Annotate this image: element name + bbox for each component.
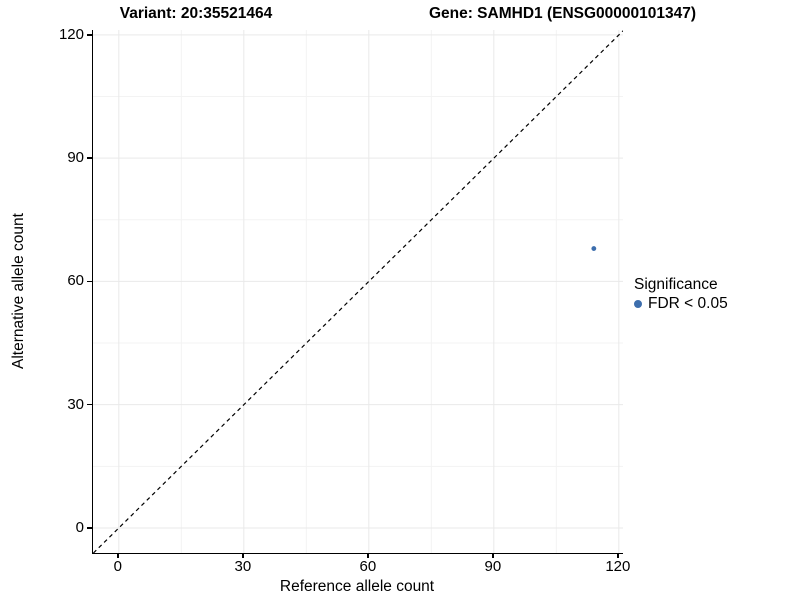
x-axis-tick-mark (617, 553, 619, 558)
x-tick-label-0: 0 (113, 558, 122, 575)
x-tick-label-60: 60 (359, 558, 377, 575)
x-tick-label-90: 90 (484, 558, 502, 575)
legend-item-label: FDR < 0.05 (648, 295, 728, 312)
y-tick-label-0: 0 (75, 518, 84, 536)
y-axis-title: Alternative allele count (10, 213, 27, 369)
legend: Significance FDR < 0.05 (634, 276, 728, 313)
x-axis-tick-mark (492, 553, 494, 558)
y-axis-tick-mark (87, 157, 92, 159)
identity-line (93, 30, 623, 553)
x-axis-title: Reference allele count (279, 578, 435, 595)
y-axis-tick-mark (87, 527, 92, 529)
y-tick-label-60: 60 (67, 272, 84, 290)
legend-title: Significance (634, 276, 718, 293)
significant-point-icon (634, 300, 642, 308)
legend-item-fdr: FDR < 0.05 (634, 295, 728, 313)
y-tick-label-90: 90 (67, 149, 84, 167)
y-axis-tick-mark (87, 280, 92, 283)
variant-title: Variant: 20:35521464 (119, 5, 273, 22)
y-tick-label-30: 30 (67, 395, 84, 413)
y-axis-tick-mark (87, 34, 92, 36)
data-point (591, 246, 597, 251)
x-tick-label-120: 120 (605, 558, 631, 575)
y-tick-label-120: 120 (58, 25, 84, 43)
x-axis-tick-mark (117, 553, 119, 558)
x-tick-label-30: 30 (234, 558, 252, 575)
x-axis-tick-mark (367, 553, 369, 558)
scatter-plot-canvas (93, 30, 623, 553)
plot-panel (92, 30, 623, 554)
x-axis-tick-mark (242, 553, 244, 558)
gene-title: Gene: SAMHD1 (ENSG00000101347) (428, 5, 697, 22)
y-axis-tick-mark (87, 403, 92, 406)
